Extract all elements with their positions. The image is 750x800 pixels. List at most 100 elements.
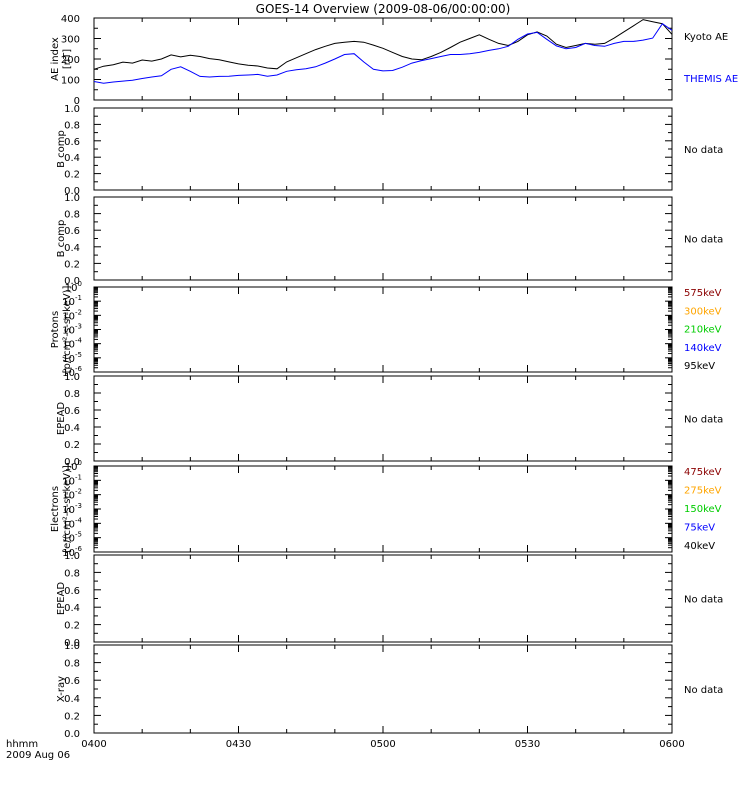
- protons-ylabel: Protons: [50, 311, 61, 348]
- electrons-ytick-label: 10-5: [62, 531, 82, 545]
- electrons-ytick-label: 10-3: [62, 502, 82, 516]
- bcomp-2-frame: [93, 196, 673, 281]
- bcomp-1-ytick-label: 0.8: [64, 120, 80, 131]
- protons-ytick-exponent: -4: [75, 337, 83, 345]
- panel-epead-1: EPEAD 0.0 0.2 0.4 0.6 0.8 1.0 No data: [56, 372, 723, 468]
- electrons-ytick-label: 10-6: [62, 545, 82, 559]
- protons-ytick-label: 10-1: [62, 294, 82, 308]
- protons-ytick-label: 10-6: [62, 365, 82, 379]
- protons-ytick-exponent: -5: [75, 351, 82, 359]
- bcomp-2-ytick-label: 0.4: [64, 243, 80, 254]
- epead-1-frame: [93, 375, 673, 462]
- epead-1-ytick-label: 1.0: [64, 372, 80, 383]
- ae-ylabel: [nT]: [62, 49, 73, 69]
- epead-1-ytick-label: 0.8: [64, 389, 80, 400]
- ae-ytick-label: 300: [61, 35, 80, 46]
- electrons-legend-label: 275keV: [684, 486, 722, 497]
- electrons-ytick-exponent: 0: [78, 459, 82, 467]
- xray-ytick-label: 0.4: [64, 694, 80, 705]
- ae-ytick-label: 100: [61, 76, 80, 87]
- epead-2-ytick-label: 0.8: [64, 568, 80, 579]
- protons-ytick-label: 10-4: [62, 337, 82, 351]
- protons-ytick-label: 10-3: [62, 323, 82, 337]
- protons-legend-label: 95keV: [684, 361, 715, 372]
- electrons-ytick-label: 10-4: [62, 516, 82, 530]
- epead-1-ytick-label: 0.4: [64, 423, 80, 434]
- electrons-ytick-exponent: -2: [75, 488, 82, 496]
- electrons-ytick-exponent: -4: [75, 516, 83, 524]
- bcomp-1-ylabel: B comp: [56, 130, 67, 168]
- ae-ytick-label: 400: [61, 14, 80, 25]
- epead-1-ylabel: EPEAD: [56, 402, 67, 436]
- time-tick-label: 0430: [226, 739, 251, 750]
- bcomp-1-ytick-label: 0.6: [64, 137, 80, 148]
- protons-ytick-exponent: -3: [75, 323, 82, 331]
- xray-ytick-label: 1.0: [64, 641, 80, 652]
- electrons-ytick-exponent: -5: [75, 531, 82, 539]
- panel-protons: Protons [p/(cm²-s-sr-keV)]10-610-510-410-…: [50, 280, 722, 379]
- bcomp-2-no-data-label: No data: [684, 235, 723, 246]
- xray-ytick-label: 0.6: [64, 676, 80, 687]
- epead-1-no-data-label: No data: [684, 415, 723, 426]
- bcomp-1-no-data-label: No data: [684, 145, 723, 156]
- bcomp-2-ytick-label: 1.0: [64, 193, 80, 204]
- protons-ytick-exponent: -1: [75, 294, 82, 302]
- epead-2-frame: [93, 554, 673, 643]
- xray-no-data-label: No data: [684, 685, 723, 696]
- bcomp-1-ytick-label: 0.2: [64, 170, 80, 181]
- time-format-label: hhmm: [6, 739, 38, 750]
- bcomp-2-ytick-label: 0.0: [64, 276, 80, 287]
- bcomp-1-ytick-label: 0.4: [64, 153, 80, 164]
- bcomp-1-ytick-label: 1.0: [64, 104, 80, 115]
- bcomp-2-ytick-label: 0.2: [64, 259, 80, 270]
- electrons-ytick-exponent: -6: [75, 545, 83, 553]
- epead-2-ytick-label: 0.6: [64, 586, 80, 597]
- electrons-legend-label: 150keV: [684, 504, 722, 515]
- bcomp-1-ytick-label: 0.0: [64, 186, 80, 197]
- electrons-ylabel: [e/(cm²-s-sr-keV)]: [62, 465, 73, 553]
- time-tick-label: 0600: [659, 739, 684, 750]
- protons-ytick-label: 10-2: [62, 308, 82, 322]
- ae-frame: [93, 17, 673, 101]
- epead-2-no-data-label: No data: [684, 595, 723, 606]
- ae-legend-label: THEMIS AE: [683, 74, 738, 85]
- ae-ytick-label: 0: [74, 96, 80, 107]
- panel-epead-2: EPEAD 0.0 0.2 0.4 0.6 0.8 1.0 No data: [56, 551, 723, 649]
- protons-ylabel: [p/(cm²-s-sr-keV)]: [62, 286, 73, 374]
- electrons-ytick-label: 10-1: [62, 473, 82, 487]
- epead-2-ytick-label: 0.2: [64, 621, 80, 632]
- epead-2-ytick-label: 0.4: [64, 603, 80, 614]
- electrons-legend-label: 475keV: [684, 467, 722, 478]
- ae-legend-label: Kyoto AE: [684, 32, 728, 43]
- panel-electrons: Electrons [e/(cm²-s-sr-keV)]10-610-510-41…: [50, 459, 722, 559]
- electrons-ytick-exponent: -3: [75, 502, 82, 510]
- ae-series-1: [93, 23, 673, 84]
- ae-ylabel: AE index: [50, 37, 61, 81]
- panel-bcomp-2: B comp 0.0 0.2 0.4 0.6 0.8 1.0 No data: [56, 193, 723, 287]
- time-axis: 0400 0430 0500 0530 0600: [81, 739, 684, 750]
- xray-frame: [93, 644, 673, 734]
- panel-xray: X-ray 0.0 0.2 0.4 0.6 0.8 1.0 No data: [56, 641, 723, 740]
- date-label: 2009 Aug 06: [6, 750, 70, 761]
- time-tick-label: 0400: [81, 739, 106, 750]
- xray-ytick-label: 0.8: [64, 659, 80, 670]
- electrons-ytick-label: 100: [65, 459, 82, 473]
- protons-legend-label: 575keV: [684, 288, 722, 299]
- protons-frame: [93, 286, 673, 373]
- ae-ytick-label: 200: [61, 55, 80, 66]
- electrons-legend-label: 75keV: [684, 523, 715, 534]
- panel-bcomp-1: B comp 0.0 0.2 0.4 0.6 0.8 1.0 No data: [56, 104, 723, 197]
- epead-2-ytick-label: 1.0: [64, 551, 80, 562]
- bcomp-1-frame: [93, 107, 673, 191]
- epead-2-ytick-label: 0.0: [64, 638, 80, 649]
- epead-1-ytick-label: 0.6: [64, 406, 80, 417]
- bcomp-2-ytick-label: 0.8: [64, 210, 80, 221]
- protons-ytick-exponent: -2: [75, 308, 82, 316]
- xray-ylabel: X-ray: [56, 676, 67, 702]
- electrons-legend-label: 40keV: [684, 541, 715, 552]
- epead-1-ytick-label: 0.2: [64, 440, 80, 451]
- xray-ytick-label: 0.0: [64, 729, 80, 740]
- protons-ytick-label: 10-5: [62, 351, 82, 365]
